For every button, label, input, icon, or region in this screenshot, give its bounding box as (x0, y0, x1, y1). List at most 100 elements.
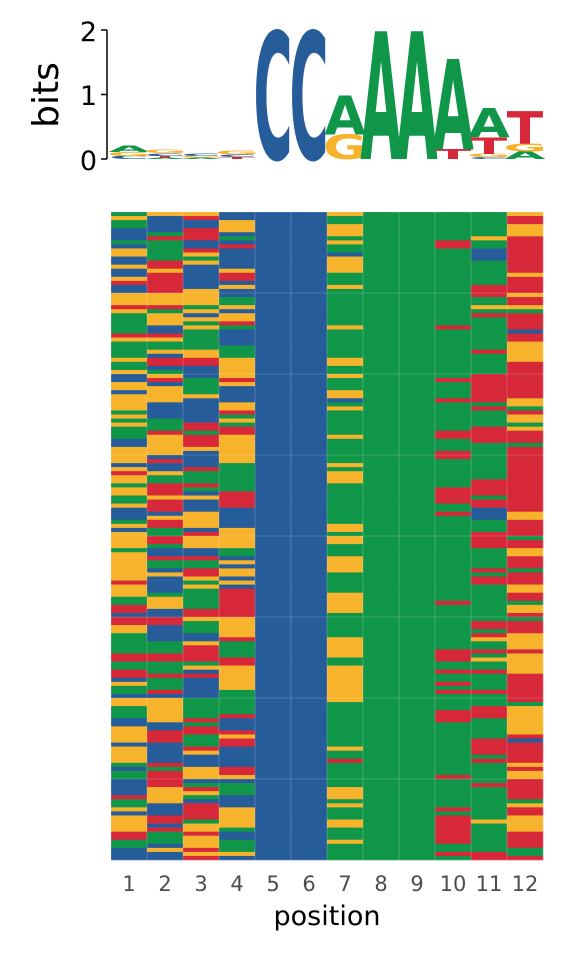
heatmap-cell (471, 212, 508, 217)
heatmap-cell (399, 560, 436, 565)
heatmap-cell (435, 677, 472, 683)
heatmap-cell (471, 236, 508, 241)
heatmap-cell (219, 572, 256, 577)
heatmap-cell (291, 531, 328, 537)
heatmap-cell (399, 730, 436, 735)
heatmap-cell (111, 293, 148, 298)
heatmap-cell (111, 248, 148, 253)
heatmap-cell (327, 734, 364, 739)
heatmap-cell (399, 734, 436, 739)
heatmap-cell (471, 475, 508, 480)
heatmap-cell (291, 467, 328, 472)
heatmap-cell (327, 264, 364, 269)
heatmap-cell (363, 754, 400, 760)
heatmap-cell (471, 455, 508, 460)
heatmap-cell (219, 317, 256, 322)
heatmap-cell (507, 264, 544, 269)
heatmap-cell (399, 544, 436, 549)
heatmap-cell (219, 758, 256, 764)
heatmap-cell (219, 519, 256, 525)
heatmap-cell (219, 604, 256, 610)
heatmap-cell (327, 515, 364, 521)
heatmap-cell (507, 418, 544, 423)
heatmap-cell (507, 823, 544, 828)
heatmap-cell (147, 463, 184, 468)
heatmap-cell (471, 248, 508, 253)
heatmap-cell (255, 576, 292, 581)
heatmap-cell (507, 325, 544, 330)
heatmap-cell (363, 625, 400, 630)
heatmap-cell (363, 823, 400, 828)
heatmap-cell (399, 256, 436, 261)
heatmap-cell (435, 515, 472, 521)
heatmap-cell (255, 823, 292, 828)
heatmap-cell (507, 467, 544, 472)
heatmap-cell (399, 556, 436, 561)
heatmap-cell (327, 519, 364, 525)
heatmap-cell (147, 426, 184, 431)
heatmap-cell (435, 641, 472, 646)
heatmap-cell (471, 685, 508, 691)
heatmap-cell (255, 617, 292, 622)
heatmap-cell (291, 811, 328, 816)
heatmap-cell (363, 446, 400, 452)
heatmap-cell (183, 479, 220, 484)
heatmap-cell (219, 511, 256, 517)
heatmap-cell (507, 714, 544, 719)
heatmap-cell (435, 556, 472, 561)
heatmap-cell (327, 847, 364, 853)
heatmap-cell (363, 519, 400, 525)
heatmap-cell (363, 264, 400, 269)
heatmap-cell (435, 649, 472, 654)
heatmap-cell (471, 847, 508, 853)
heatmap-cell (183, 693, 220, 699)
heatmap-cell (363, 349, 400, 355)
heatmap-cell (111, 702, 148, 707)
heatmap-cell (111, 637, 148, 642)
heatmap-cell (399, 382, 436, 387)
heatmap-cell (219, 730, 256, 735)
heatmap-cell (255, 596, 292, 602)
heatmap-cell (471, 353, 508, 359)
heatmap-cell (111, 556, 148, 561)
heatmap-cell (507, 317, 544, 322)
heatmap-cell (147, 450, 184, 456)
heatmap-cell (291, 843, 328, 849)
heatmap-cell (291, 584, 328, 589)
heatmap-cell (435, 523, 472, 529)
heatmap-cell (219, 365, 256, 371)
heatmap-cell (219, 544, 256, 549)
heatmap-cell (471, 463, 508, 468)
heatmap-cell (435, 264, 472, 269)
heatmap-cell (507, 240, 544, 245)
heatmap-cell (255, 746, 292, 751)
heatmap-cell (471, 657, 508, 662)
heatmap-cell (183, 673, 220, 679)
heatmap-cell (327, 527, 364, 533)
heatmap-cell (291, 791, 328, 796)
heatmap-cell (435, 414, 472, 419)
heatmap-cell (291, 268, 328, 274)
heatmap-cell (435, 580, 472, 585)
heatmap-cell (435, 596, 472, 602)
heatmap-cell (291, 402, 328, 407)
heatmap-cell (471, 560, 508, 565)
heatmap-cell (255, 309, 292, 314)
heatmap-cell (255, 280, 292, 286)
heatmap-cell (147, 637, 184, 642)
heatmap-cell (111, 787, 148, 792)
heatmap-cell (327, 276, 364, 282)
heatmap-cell (219, 305, 256, 310)
heatmap-cell (291, 357, 328, 363)
heatmap-cell (147, 758, 184, 764)
heatmap-cell (183, 568, 220, 573)
heatmap-cell (435, 564, 472, 569)
heatmap-cell (399, 378, 436, 383)
heatmap-cell (471, 228, 508, 233)
heatmap-cell (183, 803, 220, 808)
heatmap-cell (471, 507, 508, 512)
heatmap-cell (399, 657, 436, 662)
heatmap-cell (507, 523, 544, 529)
heatmap-cell (471, 369, 508, 375)
heatmap-cell (219, 329, 256, 334)
